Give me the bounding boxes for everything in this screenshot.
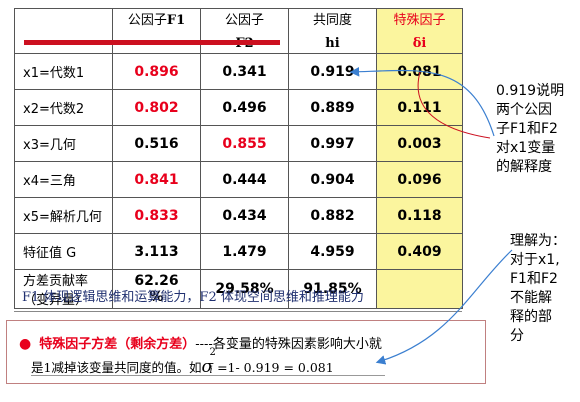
row-label: 特征值 G bbox=[14, 233, 113, 270]
annotation-specific-variance: 理解为： 对于x1, F1和F2 不能解释的部分 bbox=[510, 232, 580, 346]
table-row: x4=三角 0.841 0.444 0.904 0.096 bbox=[14, 161, 463, 198]
bullet-icon: ● bbox=[19, 336, 32, 352]
header-specific-factor: 特殊因子 δi bbox=[376, 8, 463, 54]
annotation-line: 两个公因 bbox=[496, 102, 552, 118]
value-cell: 0.409 bbox=[376, 233, 463, 270]
header-communality: 共同度 hi bbox=[288, 8, 377, 54]
value-cell: 0.096 bbox=[376, 161, 463, 198]
annotation-communality: 0.919说明 两个公因子F1和F2 对x1变量的解释度 bbox=[496, 82, 576, 177]
row-label: x3=几何 bbox=[14, 125, 113, 162]
value-cell: 0.341 bbox=[200, 53, 289, 90]
annotation-line: 分 bbox=[510, 328, 524, 344]
value-cell: 0.997 bbox=[288, 125, 377, 162]
row-label: x5=解析几何 bbox=[14, 197, 113, 234]
value-cell: 0.919 bbox=[288, 53, 377, 90]
value-cell: 0.896 bbox=[112, 53, 201, 90]
value-cell: 62.26% bbox=[112, 269, 201, 309]
value-cell: 1.479 bbox=[200, 233, 289, 270]
value-cell: 0.434 bbox=[200, 197, 289, 234]
row-label: x1=代数1 bbox=[14, 53, 113, 90]
annotation-line: 理解为： bbox=[510, 233, 566, 249]
header-cell-empty bbox=[14, 8, 113, 54]
definition-term: 特殊因子方差（剩余方差） bbox=[39, 337, 196, 352]
definition-formula: =1- 0.919 = 0.081 bbox=[217, 360, 334, 375]
value-cell: 4.959 bbox=[288, 233, 377, 270]
value-cell: 0.833 bbox=[112, 197, 201, 234]
value-cell: 0.444 bbox=[200, 161, 289, 198]
value-cell: 0.904 bbox=[288, 161, 377, 198]
table-row: x1=代数1 0.896 0.341 0.919 0.081 bbox=[14, 53, 463, 90]
value-cell: 0.003 bbox=[376, 125, 463, 162]
definition-line1: ● 特殊因子方差（剩余方差）----各变量的特殊因素影响大小就 bbox=[19, 336, 382, 352]
table-row: 特征值 G 3.113 1.479 4.959 0.409 bbox=[14, 233, 463, 270]
red-highlight-bar bbox=[24, 40, 280, 45]
annotation-line: 释的部 bbox=[510, 309, 552, 325]
value-cell: 0.882 bbox=[288, 197, 377, 234]
table-row: x3=几何 0.516 0.855 0.997 0.003 bbox=[14, 125, 463, 162]
value-cell bbox=[376, 269, 463, 309]
value-cell: 0.111 bbox=[376, 89, 463, 126]
value-cell: 0.889 bbox=[288, 89, 377, 126]
annotation-line: 对x1变量 bbox=[496, 140, 556, 156]
definition-line2: 是1减掉该变量共同度的值。如σ 2 i =1- 0.919 = 0.081 bbox=[31, 347, 334, 377]
value-cell: 29.58% bbox=[200, 269, 289, 309]
header-f2: 公因子F2 bbox=[200, 8, 289, 54]
row-label: 方差贡献率 （变异量） bbox=[14, 269, 113, 309]
annotation-line: 不能解 bbox=[510, 290, 552, 306]
value-cell: 0.081 bbox=[376, 53, 463, 90]
annotation-line: 的解释度 bbox=[496, 159, 552, 175]
value-cell: 3.113 bbox=[112, 233, 201, 270]
definition-box: ● 特殊因子方差（剩余方差）----各变量的特殊因素影响大小就 是1减掉该变量共同… bbox=[6, 320, 486, 384]
value-cell: 0.802 bbox=[112, 89, 201, 126]
value-cell: 0.118 bbox=[376, 197, 463, 234]
table-row: x2=代数2 0.802 0.496 0.889 0.111 bbox=[14, 89, 463, 126]
annotation-line: 0.919说明 bbox=[496, 83, 565, 99]
value-cell: 0.496 bbox=[200, 89, 289, 126]
value-cell: 0.516 bbox=[112, 125, 201, 162]
annotation-line: 对于x1, bbox=[510, 252, 560, 268]
divider bbox=[14, 311, 462, 312]
factor-interpretation-note: F1 体现逻辑思维和运算能力，F2 体现空间思维和推理能力 bbox=[22, 290, 364, 305]
annotation-line: F1和F2 bbox=[510, 271, 558, 287]
underline bbox=[31, 375, 385, 376]
table-row: x5=解析几何 0.833 0.434 0.882 0.118 bbox=[14, 197, 463, 234]
row-label: x2=代数2 bbox=[14, 89, 113, 126]
annotation-line: 子F1和F2 bbox=[496, 121, 558, 137]
header-f1: 公因子F1 bbox=[112, 8, 201, 54]
value-cell: 0.841 bbox=[112, 161, 201, 198]
row-label: x4=三角 bbox=[14, 161, 113, 198]
value-cell: 0.855 bbox=[200, 125, 289, 162]
